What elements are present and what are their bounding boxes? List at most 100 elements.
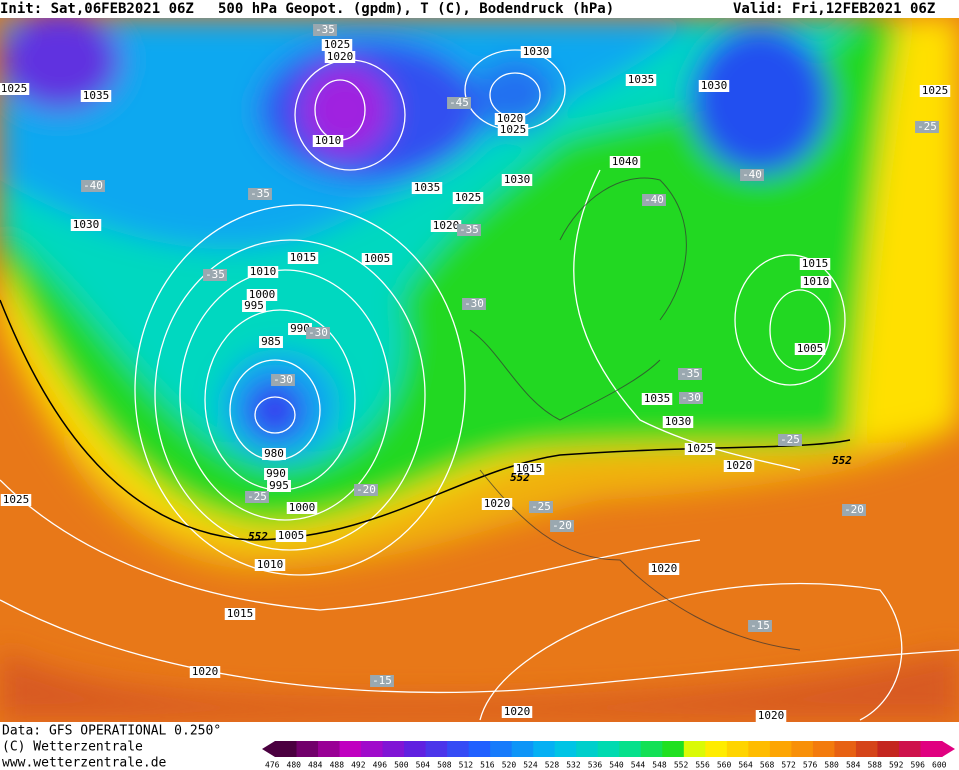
isobar-label-box (452, 192, 484, 204)
colorbar-label: 476 (265, 761, 280, 770)
temperature-label-box (642, 194, 666, 206)
colorbar-label: 488 (330, 761, 345, 770)
isobar-label: 990 (290, 322, 310, 335)
colorbar-label: 512 (459, 761, 474, 770)
colorbar-label: 536 (588, 761, 603, 770)
colorbar-cell (662, 741, 685, 757)
isobar-label-box (799, 258, 831, 270)
isobar-label: 980 (264, 447, 284, 460)
colorbar-label: 588 (867, 761, 882, 770)
isobar-label-box (684, 443, 716, 455)
isobar-label: 1000 (289, 501, 316, 514)
isobar-label-box (520, 46, 552, 58)
isobar-label-box (609, 156, 641, 168)
colorbar-cell (447, 741, 470, 757)
init-time: Init: Sat,06FEB2021 06Z (0, 1, 194, 17)
colorbar-cell (339, 741, 362, 757)
temperature-label-box (271, 374, 295, 386)
temperature-label: -35 (680, 367, 700, 380)
data-source: Data: GFS OPERATIONAL 0.250° (2, 724, 221, 739)
isobar-label: 1010 (257, 558, 284, 571)
colorbar-end (942, 741, 955, 757)
colorbar-label: 568 (760, 761, 775, 770)
isobar-label-box (224, 608, 256, 620)
isobar-label-box (0, 83, 30, 95)
colorbar-cell (834, 741, 857, 757)
colorbar-cell (275, 741, 298, 757)
temperature-label: -35 (315, 23, 335, 36)
isobar-label: 1020 (758, 709, 785, 722)
colorbar-cell (318, 741, 341, 757)
isobar-label-box (698, 80, 730, 92)
isobar-label: 1005 (797, 342, 824, 355)
temperature-label: -35 (459, 223, 479, 236)
colorbar-label: 528 (545, 761, 560, 770)
isobar-label-box (247, 266, 279, 278)
isobar-label: 1025 (687, 442, 714, 455)
temperature-label: -35 (250, 187, 270, 200)
isobar-label-box (723, 460, 755, 472)
temperature-label-box (306, 327, 330, 339)
isobar-label: 1005 (278, 529, 305, 542)
isobar-label: 1035 (628, 73, 655, 86)
colorbar-label: 580 (824, 761, 839, 770)
colorbar-label: 548 (652, 761, 667, 770)
temperature-label: -20 (844, 503, 864, 516)
temperature-label: -30 (273, 373, 293, 386)
colorbar-label: 584 (846, 761, 861, 770)
colorbar-label: 556 (695, 761, 710, 770)
isobar-label: 1030 (701, 79, 728, 92)
temperature-label: -40 (644, 193, 664, 206)
colorbar-label: 500 (394, 761, 409, 770)
isobar-label-box (246, 289, 278, 301)
temperature-label: -30 (681, 391, 701, 404)
colorbar-cell (468, 741, 491, 757)
colorbar-cell (791, 741, 814, 757)
isobar-label: 1030 (73, 218, 100, 231)
isobar-label: 1035 (83, 89, 110, 102)
colorbar-label: 564 (738, 761, 753, 770)
isobar-label-box (254, 559, 286, 571)
colorbar-label: 560 (717, 761, 732, 770)
isobar-label-box (501, 174, 533, 186)
isobar-label-box (70, 219, 102, 231)
colorbar-cell (726, 741, 749, 757)
isobar-label: 1015 (227, 607, 254, 620)
isobar-label: 1010 (250, 265, 277, 278)
colorbar-label: 516 (480, 761, 495, 770)
temperature-label-box (370, 675, 394, 687)
colorbar-label: 492 (351, 761, 366, 770)
temperature-label-box (740, 169, 764, 181)
isobar-label-box (264, 468, 288, 480)
temperature-label-box (245, 491, 269, 503)
isobar-label-box (494, 113, 526, 125)
geopotential-label: 552 (510, 471, 530, 484)
colorbar-label: 572 (781, 761, 796, 770)
colorbar-label: 600 (932, 761, 947, 770)
temperature-label-box (248, 188, 272, 200)
isobar-label: 1015 (802, 257, 829, 270)
temperature-label: -40 (742, 168, 762, 181)
colorbar-label: 532 (566, 761, 581, 770)
isobar-label-box (794, 343, 826, 355)
temperature-label: -25 (531, 500, 551, 513)
isobar-label: 1025 (455, 191, 482, 204)
temperature-label-box (915, 121, 939, 133)
isobar-label: 1020 (726, 459, 753, 472)
isobar-label: 1020 (433, 219, 460, 232)
isobar-label-box (755, 710, 787, 722)
colorbar-cell (619, 741, 642, 757)
isobar-label: 1020 (327, 50, 354, 63)
colorbar-label: 508 (437, 761, 452, 770)
temperature-label-box (748, 620, 772, 632)
geopotential-label: 552 (832, 454, 852, 467)
map-title: 500 hPa Geopot. (gpdm), T (C), Bodendruc… (218, 1, 614, 17)
temperature-label: -25 (247, 490, 267, 503)
temperature-label-box (447, 97, 471, 109)
isobar-label: 1020 (504, 705, 531, 718)
copyright: (C) Wetterzentrale (2, 740, 143, 755)
colorbar-cell (490, 741, 513, 757)
valid-time: Valid: Fri,12FEB2021 06Z (733, 1, 935, 17)
